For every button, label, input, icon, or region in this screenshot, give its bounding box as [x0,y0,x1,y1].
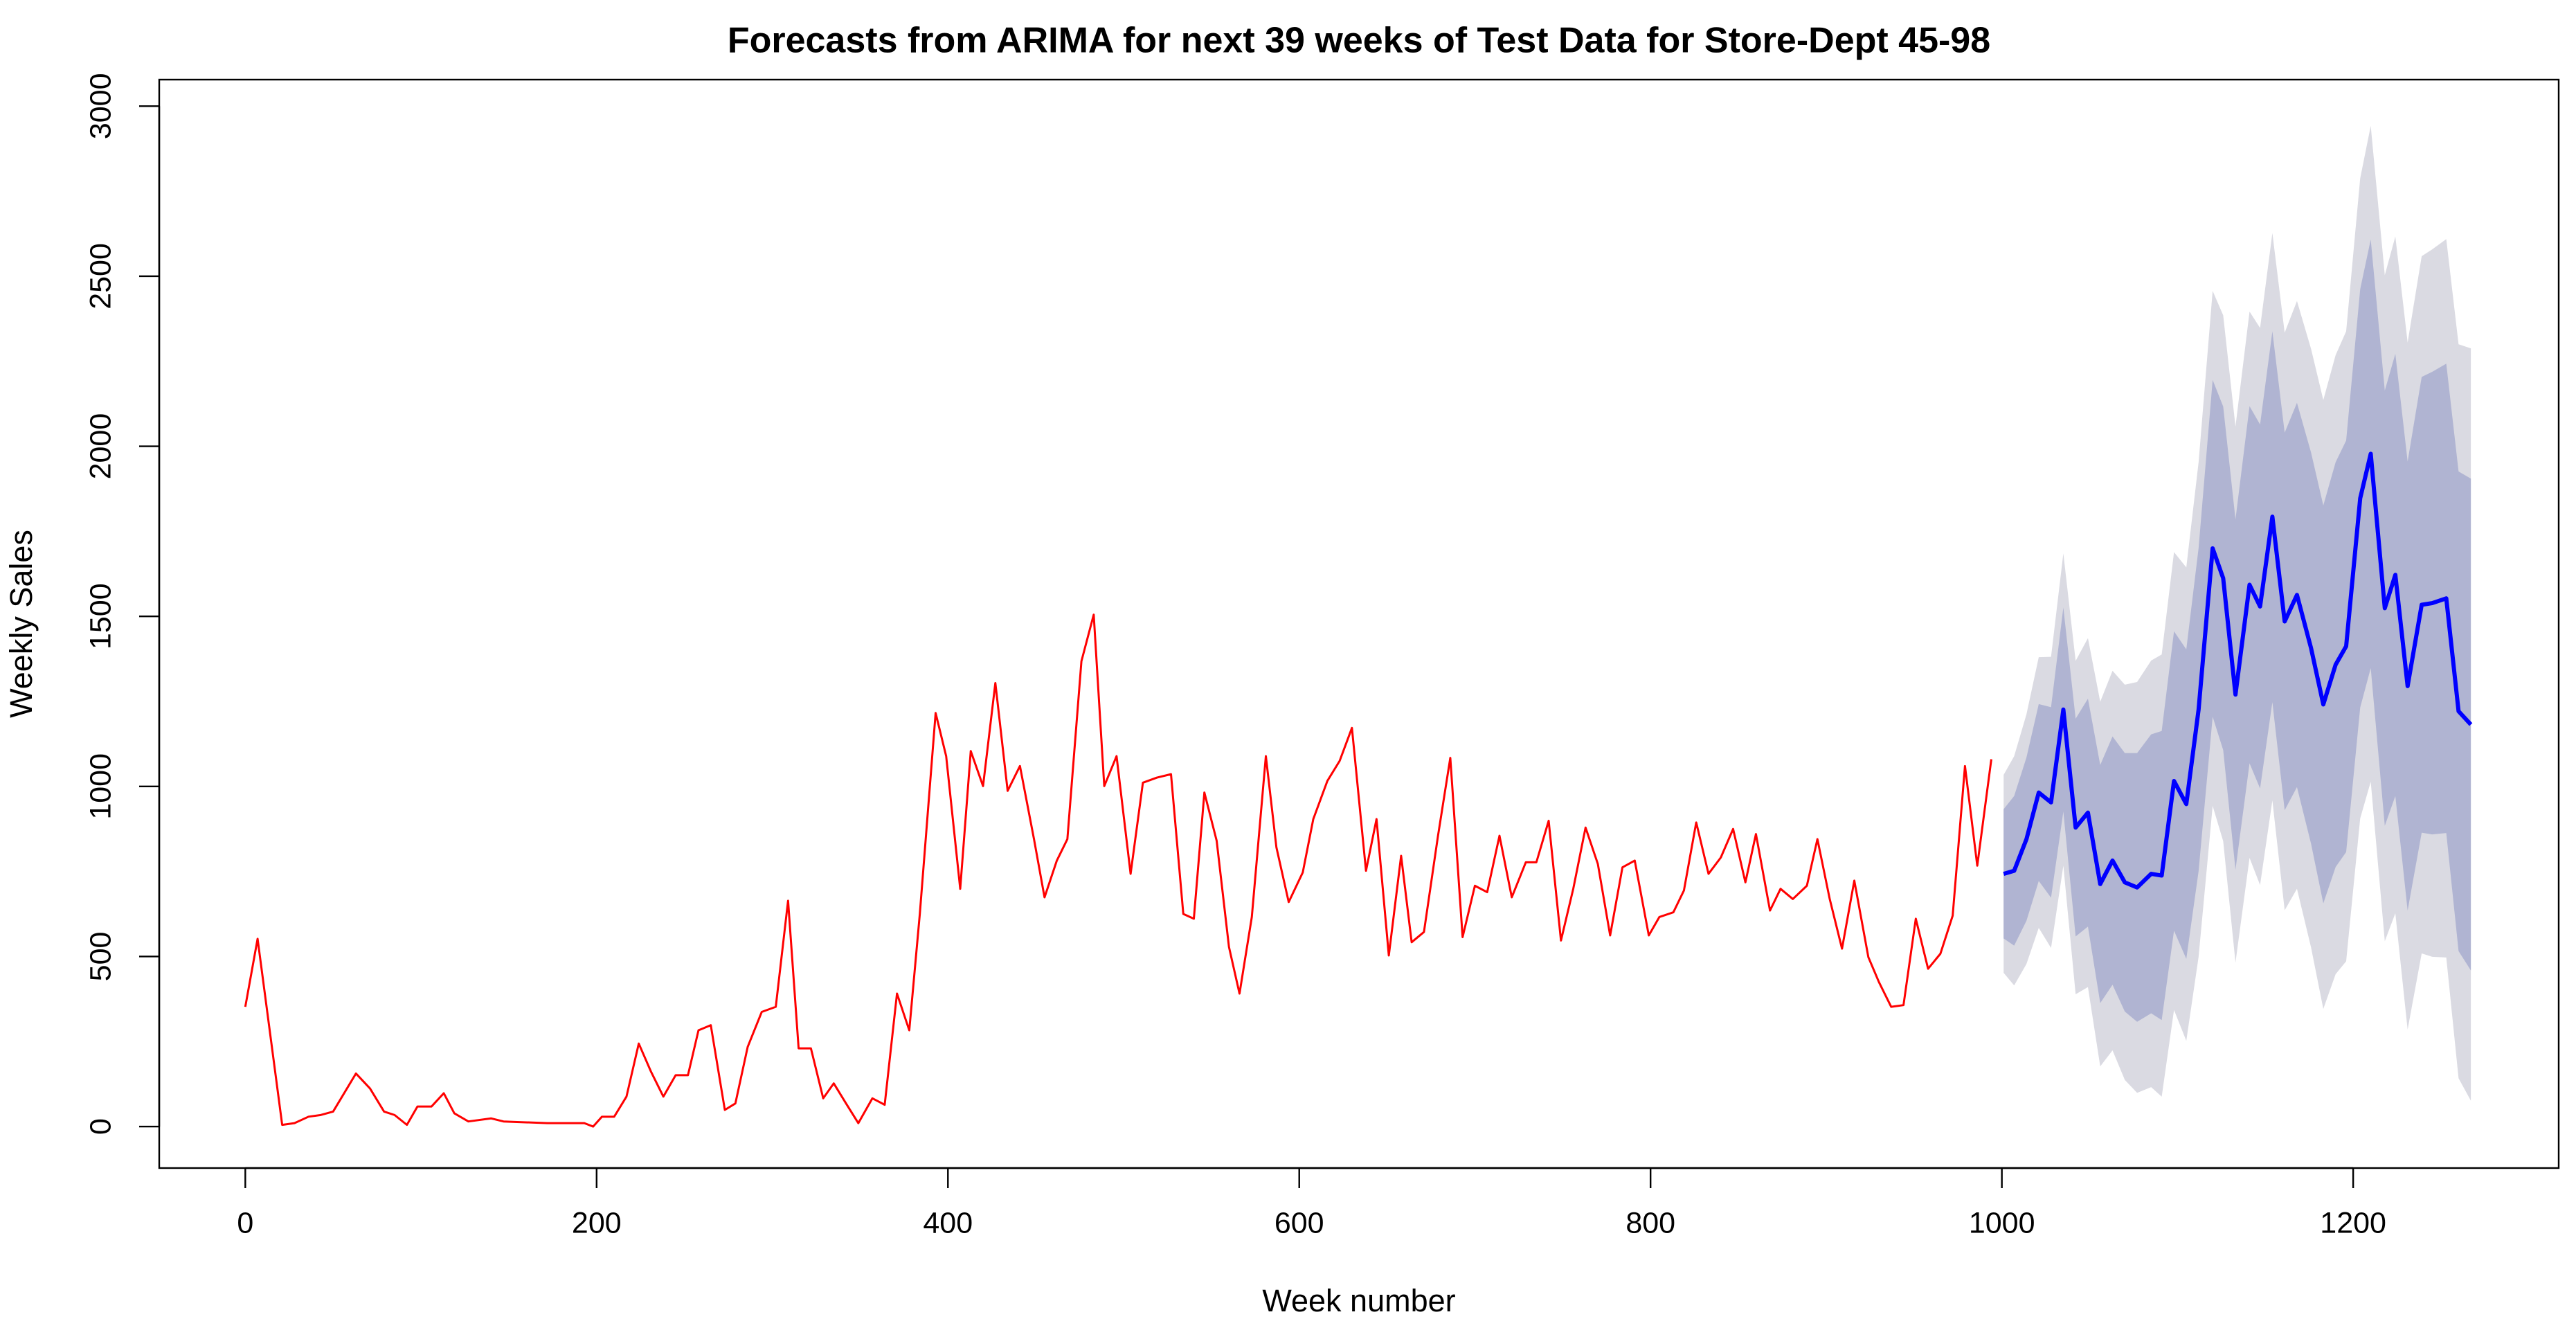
lines [244,451,2473,1128]
x-tick-label: 0 [237,1206,253,1239]
series-line [244,613,1992,1128]
axes: 0 200 400 600 800 1000 1200 0 500 1000 1500 2000 250… [84,73,2386,1239]
y-tick-label: 2500 [84,243,117,309]
bands [2003,125,2471,1101]
y-tick-label: 1500 [84,583,117,649]
x-tick-label: 200 [572,1206,622,1239]
plot-frame [158,78,2560,1169]
x-tick-label: 400 [923,1206,973,1239]
x-tick-label: 1000 [1969,1206,2035,1239]
y-tick-label: 3000 [84,73,117,139]
y-tick-label: 500 [84,932,117,982]
series-line [2003,451,2473,890]
prediction-band [2003,239,2471,1022]
y-tick-label: 0 [84,1118,117,1135]
chart-title: Forecasts from ARIMA for next 39 weeks o… [728,21,1990,61]
x-axis-label: Week number [1262,1283,1455,1318]
y-tick-label: 1000 [84,753,117,820]
x-tick-label: 1200 [2320,1206,2386,1239]
y-tick-label: 2000 [84,413,117,480]
x-tick-label: 600 [1275,1206,1324,1239]
x-tick-label: 800 [1625,1206,1675,1239]
y-axis-label: Weekly Sales [3,530,39,718]
